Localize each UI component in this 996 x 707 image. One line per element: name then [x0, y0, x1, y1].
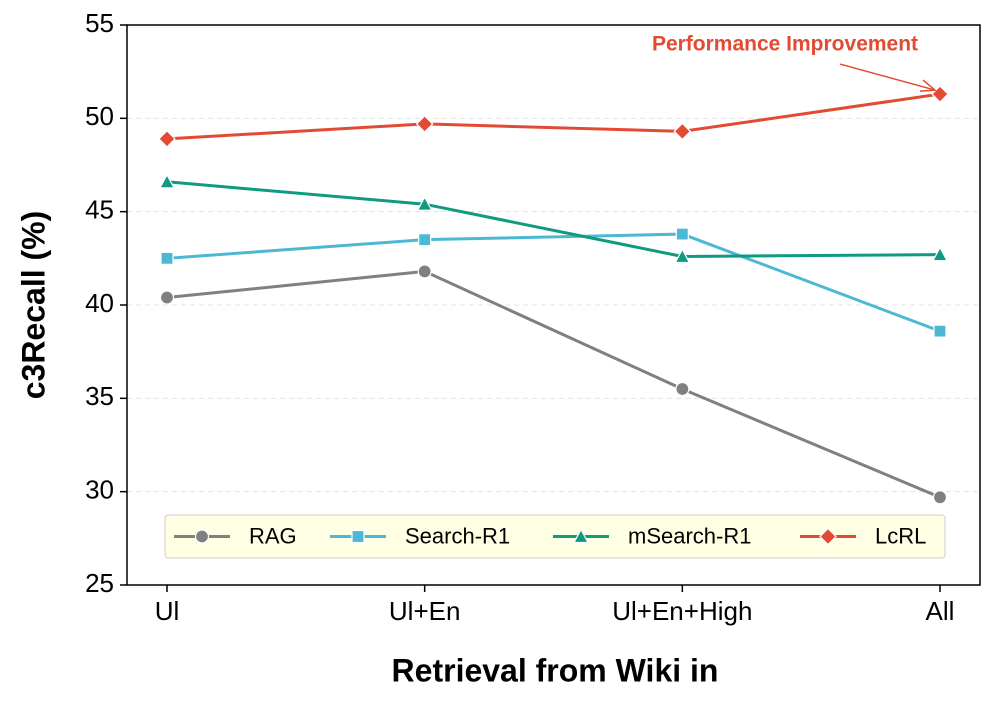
annotation-arrowhead [919, 79, 937, 92]
marker [158, 173, 176, 189]
marker [675, 227, 689, 241]
marker [931, 246, 949, 262]
series-line [166, 180, 941, 258]
marker [416, 195, 433, 211]
marker [572, 528, 590, 544]
y-tick-label: 30 [85, 475, 114, 505]
y-tick-label: 50 [85, 101, 114, 131]
series-line [166, 232, 941, 333]
marker [415, 115, 434, 133]
plot-frame [126, 24, 981, 586]
marker [675, 381, 690, 397]
marker [160, 251, 174, 265]
marker [418, 233, 432, 247]
x-axis-title: Retrieval from Wiki in [392, 652, 719, 688]
legend-label: RAG [249, 523, 297, 548]
y-tick-label: 55 [85, 8, 114, 38]
marker [819, 527, 837, 546]
marker [194, 529, 210, 544]
y-axis-title: c3Recall (%) [15, 211, 51, 400]
series-line [166, 92, 941, 141]
marker [931, 85, 949, 103]
y-tick-label: 25 [85, 568, 114, 598]
y-tick-label: 40 [85, 288, 114, 318]
legend: RAG Search-R1 mSearch-R1 LcRL [164, 514, 946, 559]
marker [932, 490, 948, 505]
x-tick-label: All [926, 596, 955, 626]
legend-label: Search-R1 [405, 523, 510, 548]
legend-label: mSearch-R1 [628, 523, 751, 548]
y-tick-label: 45 [85, 195, 114, 225]
marker [351, 529, 365, 544]
marker [933, 324, 947, 338]
annotation: Performance Improvement [652, 33, 918, 56]
marker [158, 130, 176, 148]
x-tick-label: Ul [155, 596, 180, 626]
x-tick-label: Ul+En [389, 596, 461, 626]
marker [159, 290, 175, 305]
annotation-arrow [839, 63, 936, 91]
series-line [166, 269, 941, 499]
y-tick-label: 35 [85, 381, 114, 411]
legend-label: LcRL [875, 523, 926, 548]
x-tick-label: Ul+En+High [612, 596, 752, 626]
marker [673, 122, 692, 141]
marker [417, 264, 432, 279]
marker [674, 248, 691, 264]
